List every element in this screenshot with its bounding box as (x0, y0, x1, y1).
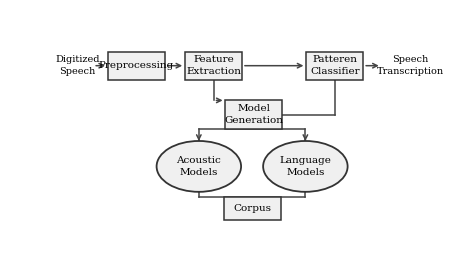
Text: Model
Generation: Model Generation (225, 104, 283, 125)
Bar (226, 100, 283, 129)
Text: Preprocessing: Preprocessing (99, 61, 174, 70)
Text: Corpus: Corpus (233, 204, 271, 213)
Text: Digitized
Speech: Digitized Speech (55, 55, 100, 76)
Text: Patteren
Classifier: Patteren Classifier (310, 55, 360, 76)
Bar (224, 197, 281, 220)
Ellipse shape (263, 141, 347, 192)
Bar (306, 52, 363, 80)
Bar (108, 52, 165, 80)
Text: Feature
Extraction: Feature Extraction (186, 55, 241, 76)
Ellipse shape (156, 141, 241, 192)
Text: Acoustic
Models: Acoustic Models (176, 156, 221, 177)
Bar (185, 52, 242, 80)
Text: Language
Models: Language Models (280, 156, 331, 177)
Text: Speech
Transcription: Speech Transcription (376, 55, 444, 76)
